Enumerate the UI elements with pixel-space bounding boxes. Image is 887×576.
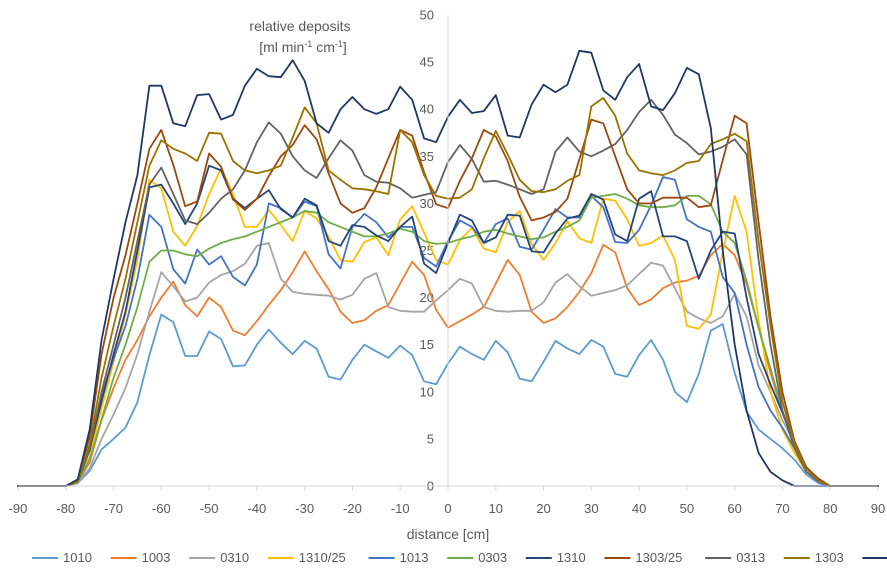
x-tick-label: 90 — [871, 501, 885, 516]
x-tick-label: 80 — [823, 501, 837, 516]
x-tick-label: 70 — [775, 501, 789, 516]
x-tick-label: -30 — [295, 501, 314, 516]
y-tick-label: 15 — [420, 337, 434, 352]
x-tick-label: -20 — [343, 501, 362, 516]
y-tick-label: 50 — [420, 8, 434, 23]
x-tick-label: -10 — [391, 501, 410, 516]
legend-label-0313: 0313 — [736, 550, 765, 565]
x-tick-label: -90 — [9, 501, 28, 516]
x-tick-label: 20 — [536, 501, 550, 516]
x-tick-label: 60 — [727, 501, 741, 516]
y-axis-label-line2: [ml min-1 cm-1] — [259, 39, 347, 55]
legend-label-0303: 0303 — [478, 550, 507, 565]
y-axis-label-line1: relative deposits — [249, 18, 350, 34]
legend-label-1310-25: 1310/25 — [299, 550, 346, 565]
y-tick-label: 10 — [420, 384, 434, 399]
x-tick-label: -40 — [247, 501, 266, 516]
y-tick-label: 5 — [427, 431, 434, 446]
legend-label-1303: 1303 — [815, 550, 844, 565]
x-tick-label: -70 — [104, 501, 123, 516]
x-tick-label: 30 — [584, 501, 598, 516]
legend-label-1010: 1010 — [63, 550, 92, 565]
x-axis-label: distance [cm] — [407, 526, 489, 542]
x-tick-label: 0 — [444, 501, 451, 516]
x-tick-label: -50 — [200, 501, 219, 516]
legend-label-1003: 1003 — [142, 550, 171, 565]
x-tick-label: -80 — [56, 501, 75, 516]
legend-label-1310: 1310 — [557, 550, 586, 565]
legend-label-1013: 1013 — [400, 550, 429, 565]
y-tick-label: 35 — [420, 149, 434, 164]
y-tick-label: 30 — [420, 196, 434, 211]
legend-label-0310: 0310 — [220, 550, 249, 565]
x-tick-label: 10 — [489, 501, 503, 516]
x-axis-ticks: -90 -80 -70 -60 -50 -40 -30 -20 -10 0 10 20 30 40 50 60… — [9, 486, 885, 516]
y-tick-label: 40 — [420, 102, 434, 117]
x-tick-label: 50 — [680, 501, 694, 516]
legend-label-1303-25: 1303/25 — [635, 550, 682, 565]
x-tick-label: 40 — [632, 501, 646, 516]
y-tick-label: 45 — [420, 55, 434, 70]
x-tick-label: -60 — [152, 501, 171, 516]
legend: 1010 1003 0310 1310/25 1013 0303 1310 1303/25 03… — [32, 550, 887, 565]
